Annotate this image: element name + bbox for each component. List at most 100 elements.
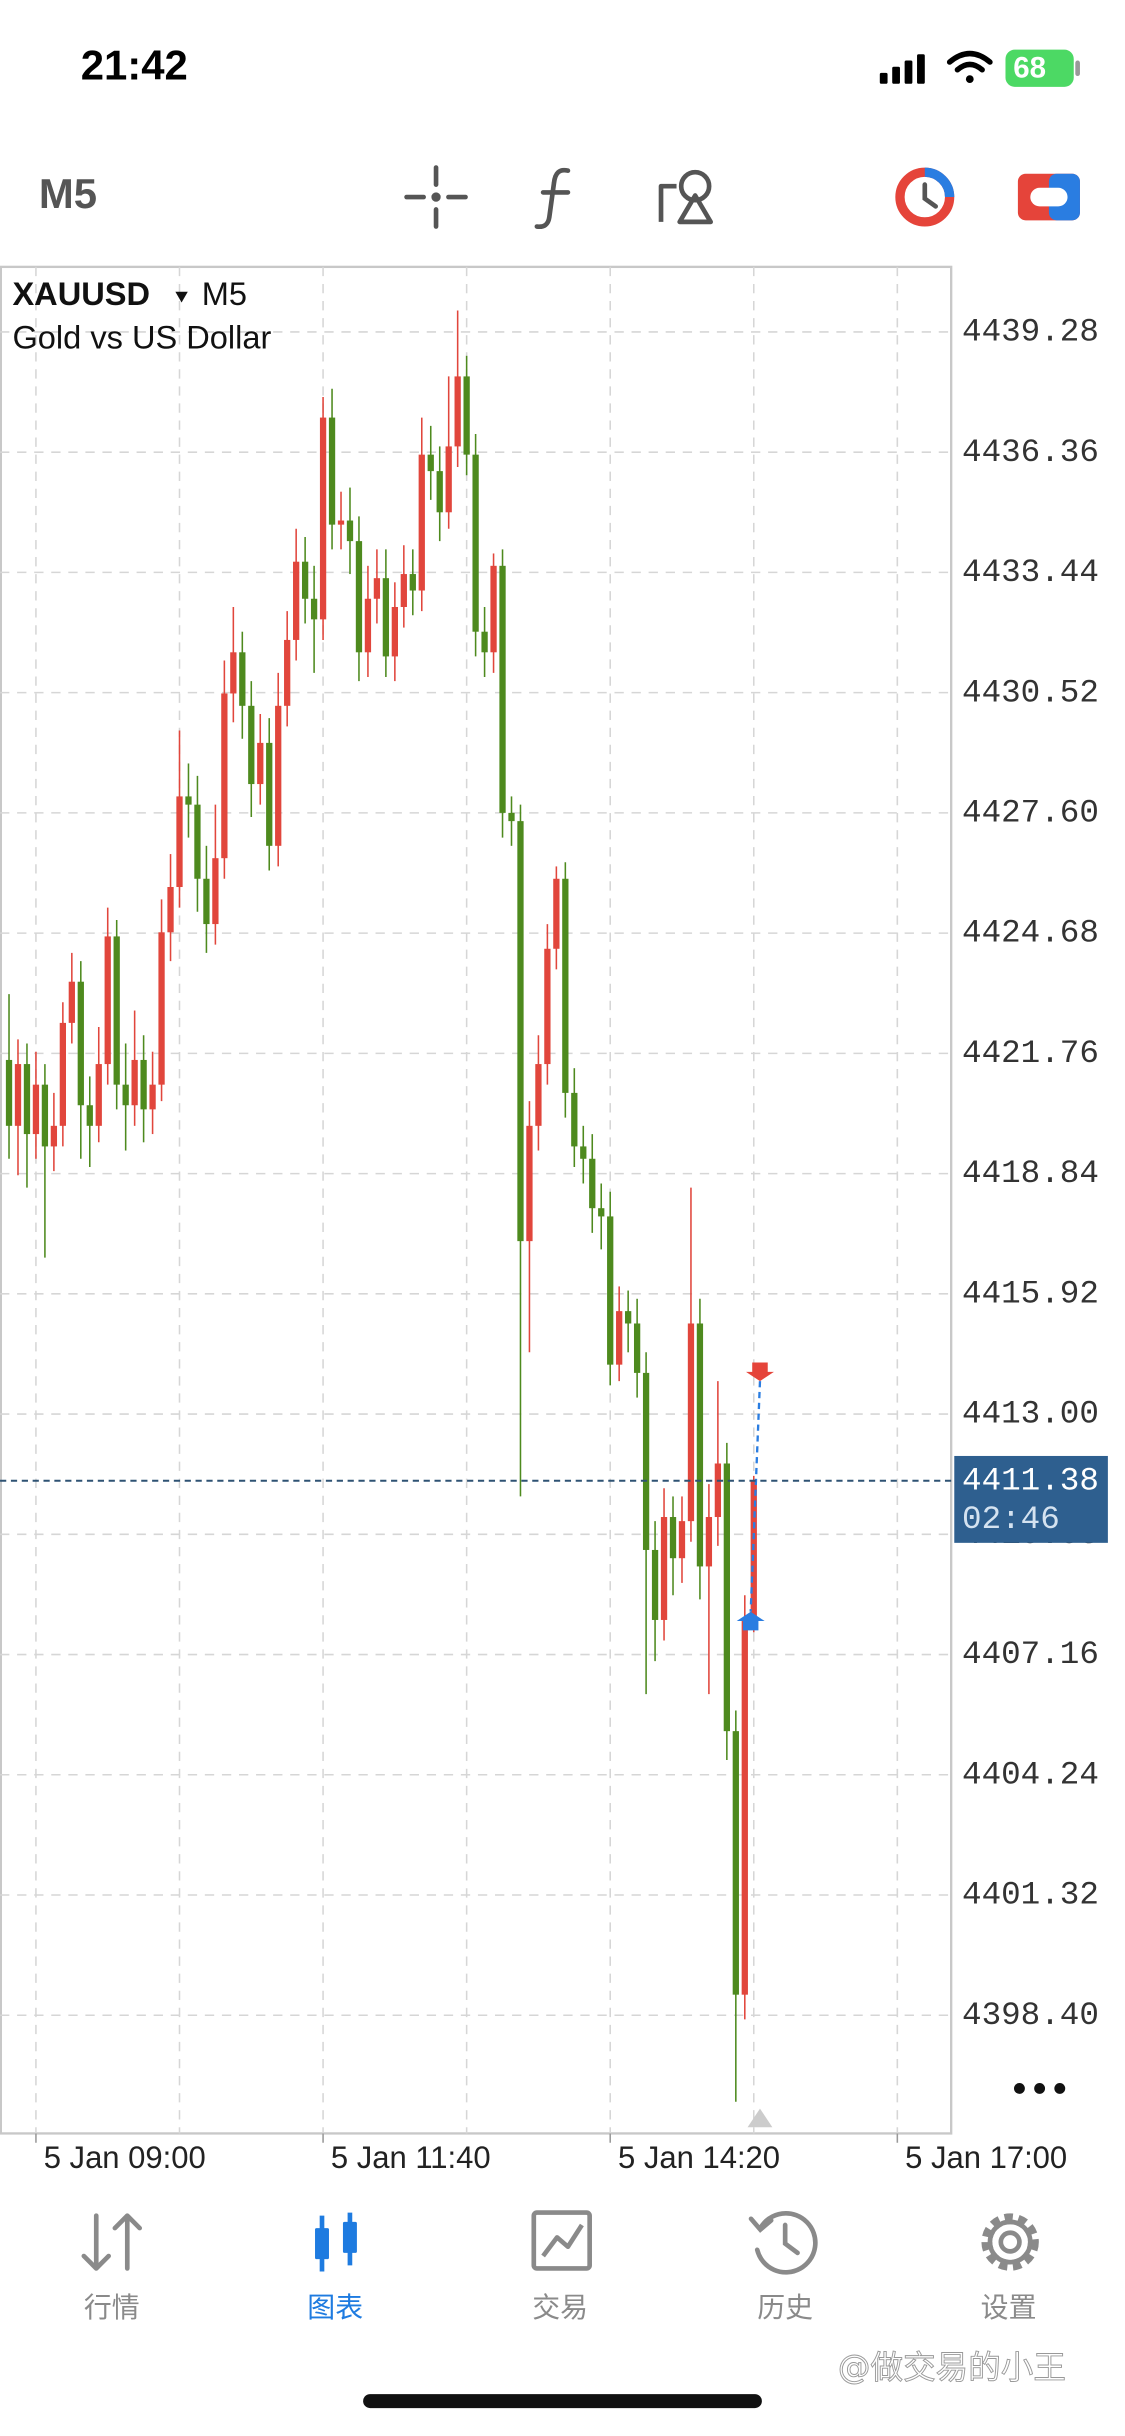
candle-body xyxy=(221,693,228,859)
x-tick-label: 5 Jan 17:00 xyxy=(905,2140,1067,2175)
tab-label[interactable]: 图表 xyxy=(307,2291,363,2324)
symbol-timeframe: M5 xyxy=(202,276,247,312)
candle-body xyxy=(562,878,569,1093)
candle-body xyxy=(86,1105,93,1126)
candle-body xyxy=(633,1323,641,1373)
y-tick-label: 4421.76 xyxy=(962,1035,1099,1072)
candle-body xyxy=(625,1311,632,1324)
candle-body xyxy=(400,574,407,607)
candle-body xyxy=(651,1549,659,1620)
candle-body xyxy=(113,936,120,1085)
candle-body xyxy=(409,574,416,591)
tab-trade-icon[interactable] xyxy=(531,2210,592,2271)
candle-body xyxy=(472,454,479,632)
candle-body xyxy=(346,520,354,542)
battery-level: 68 xyxy=(1013,52,1046,85)
candle-body xyxy=(732,1731,739,1995)
trade-button[interactable] xyxy=(1017,173,1080,221)
indicator-button[interactable] xyxy=(534,167,571,230)
countdown-label: 02:46 xyxy=(962,1501,1060,1538)
candle-body xyxy=(535,1064,542,1126)
y-tick-label: 4401.32 xyxy=(962,1877,1099,1914)
tab-quotes[interactable] xyxy=(81,2213,143,2271)
candle-body xyxy=(319,417,327,620)
y-tick-label: 4398.40 xyxy=(962,1997,1099,2034)
crosshair-button[interactable] xyxy=(404,165,468,229)
candle-body xyxy=(337,520,345,525)
trade-link xyxy=(749,1381,762,1612)
candle-body xyxy=(167,887,174,933)
y-tick-label: 4413.00 xyxy=(962,1396,1099,1433)
tab-bar: 行情 图表 交易 历史 设置 xyxy=(84,2291,1037,2324)
candle-body xyxy=(580,1146,587,1159)
candle-body xyxy=(678,1521,686,1559)
candle-body xyxy=(104,936,111,1065)
candle-body xyxy=(463,376,470,455)
y-tick-label: 4439.28 xyxy=(962,314,1099,351)
tab-label[interactable]: 交易 xyxy=(532,2291,588,2324)
candle-body xyxy=(50,1125,58,1147)
one-click-button[interactable] xyxy=(895,167,955,227)
tab-history-icon[interactable] xyxy=(748,2211,818,2275)
candle-body xyxy=(616,1311,623,1365)
candle-body xyxy=(553,878,560,949)
candle-body xyxy=(266,742,273,846)
candle-body xyxy=(373,578,381,599)
candle-body xyxy=(642,1372,650,1550)
candle-body xyxy=(23,1064,31,1135)
candle-body xyxy=(248,705,255,785)
tab-settings-icon[interactable] xyxy=(981,2213,1039,2271)
y-tick-label: 4430.52 xyxy=(962,674,1099,711)
tab-label[interactable]: 设置 xyxy=(981,2291,1037,2324)
candle-body xyxy=(275,705,282,846)
home-indicator xyxy=(363,2394,762,2409)
candle-body xyxy=(481,631,488,653)
candle-body xyxy=(257,742,264,785)
objects-button[interactable] xyxy=(658,169,714,225)
battery-icon: 68 xyxy=(1005,49,1080,87)
chart-header: XAUUSD M5 Gold vs US Dollar xyxy=(12,276,271,355)
y-tick-label: 4427.60 xyxy=(962,794,1099,831)
candle-body xyxy=(687,1323,695,1522)
candle-body xyxy=(714,1463,722,1518)
candle-body xyxy=(669,1517,677,1559)
candle-body xyxy=(508,812,515,822)
candle-body xyxy=(301,561,309,599)
candle-body xyxy=(68,981,75,1023)
candle-body xyxy=(454,376,461,447)
candle-body xyxy=(328,417,336,525)
y-tick-label: 4415.92 xyxy=(962,1275,1099,1312)
candle-body xyxy=(696,1323,704,1567)
candle-body xyxy=(355,541,363,653)
tab-label[interactable]: 行情 xyxy=(84,2291,140,2324)
candle-body xyxy=(284,639,291,706)
candle-body xyxy=(158,932,165,1085)
current-price-box xyxy=(954,1455,1108,1543)
candle-body xyxy=(723,1463,730,1732)
tab-label[interactable]: 历史 xyxy=(757,2291,813,2324)
candle-body xyxy=(741,1619,748,1995)
symbol-dropdown[interactable] xyxy=(175,291,188,303)
more-button[interactable] xyxy=(1014,2083,1066,2094)
candle-body xyxy=(59,1022,66,1126)
y-tick-label: 4404.24 xyxy=(962,1756,1099,1793)
candle-body xyxy=(589,1158,596,1209)
candle-body xyxy=(445,446,452,513)
timeframe-button[interactable]: M5 xyxy=(39,170,97,217)
candle-body xyxy=(499,565,506,813)
candle-body xyxy=(149,1084,156,1110)
candle-body xyxy=(391,606,398,657)
candle-body xyxy=(239,652,246,706)
candle-body xyxy=(436,471,443,513)
y-tick-label: 4407.16 xyxy=(962,1636,1099,1673)
candle-body xyxy=(607,1216,614,1365)
symbol[interactable]: XAUUSD xyxy=(12,276,150,312)
candle-body xyxy=(14,1064,22,1126)
candle-body xyxy=(32,1084,40,1135)
watermark: @做交易的小王 xyxy=(838,2348,1066,2386)
y-tick-label: 4424.68 xyxy=(962,915,1099,952)
tab-chart-icon[interactable] xyxy=(315,2212,357,2272)
